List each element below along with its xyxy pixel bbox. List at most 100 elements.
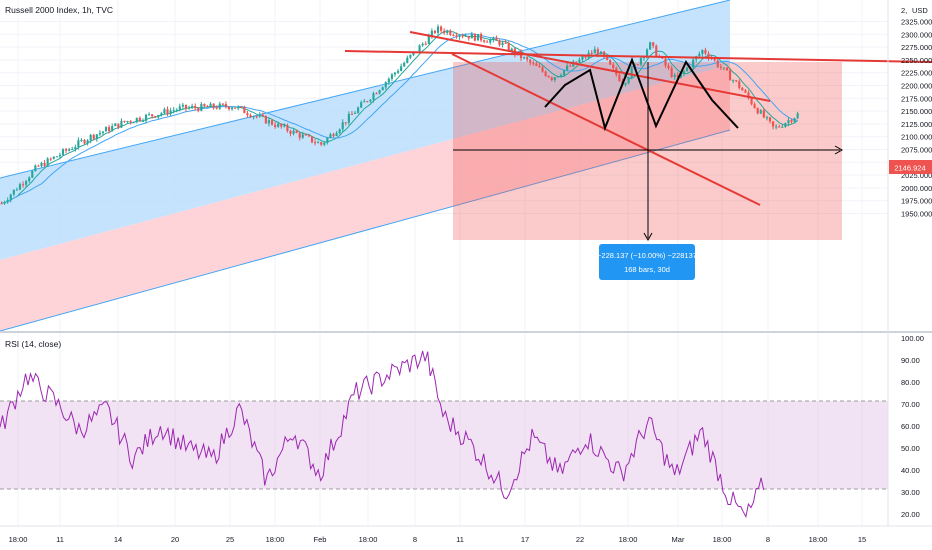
time-tick-label: 17 (521, 535, 529, 544)
candle-body (298, 132, 301, 138)
candle-body (117, 123, 120, 128)
candle-body (452, 34, 455, 36)
time-tick-label: 22 (576, 535, 584, 544)
candle-body (141, 120, 145, 122)
candle-body (49, 158, 52, 160)
candle-body (111, 126, 114, 132)
candle-body (353, 112, 357, 114)
candle-body (569, 65, 572, 67)
candle-body (264, 115, 267, 124)
candle-body (787, 120, 790, 124)
candle-body (326, 137, 329, 143)
candle-body (427, 35, 430, 44)
candle-body (578, 59, 581, 63)
candle-body (796, 113, 799, 119)
candle-body (280, 123, 283, 127)
candle-body (332, 134, 335, 136)
candle-body (335, 132, 338, 136)
channel-upper-edge (0, 0, 731, 179)
candle-body (707, 53, 710, 59)
candle-body (492, 37, 495, 40)
rsi-tick-label: 70.00 (901, 400, 920, 409)
price-tick-label: 2225.000 (901, 69, 932, 78)
candle-body (541, 67, 544, 72)
candle-body (771, 121, 775, 127)
candle-body (446, 30, 449, 34)
rsi-axis[interactable]: 100.00 90.00 80.00 70.00 60.00 50.00 40.00 30.0… (901, 334, 924, 519)
candle-body (163, 109, 166, 114)
candle-body (9, 194, 12, 201)
candle-body (544, 71, 547, 76)
candle-body (529, 59, 532, 63)
candle-body (52, 156, 55, 159)
candle-body (436, 26, 440, 33)
candle-body (486, 41, 489, 43)
candle-body (409, 54, 412, 58)
candle-body (191, 106, 194, 108)
candle-body (21, 184, 25, 186)
channel-lower-band (0, 65, 730, 331)
candle-body (366, 101, 369, 103)
descending-trend-line-upper[interactable] (409, 31, 771, 102)
candle-body (532, 62, 535, 64)
candle-body (258, 115, 261, 117)
candle-body (750, 98, 753, 105)
candle-body (58, 154, 62, 157)
candle-body (390, 74, 393, 79)
time-tick-label: 18:00 (266, 535, 285, 544)
candle-body (765, 117, 769, 119)
measure-label-line2: 168 bars, 30d (624, 265, 670, 274)
candle-body (166, 109, 169, 115)
candle-body (338, 129, 341, 133)
candle-body (221, 103, 224, 105)
candle-body (593, 49, 596, 54)
time-tick-label: Feb (314, 535, 327, 544)
time-axis[interactable]: 18:00 11 14 20 25 18:00 Feb 18:00 8 11 17 22 18:00 Ma… (9, 535, 867, 544)
candle-body (784, 123, 787, 127)
candle-body (741, 87, 744, 91)
candle-body (676, 74, 679, 78)
candle-body (722, 67, 725, 69)
candle-body (320, 142, 323, 145)
candle-body (289, 130, 292, 134)
candle-body (160, 113, 163, 115)
candle-body (363, 101, 366, 103)
candle-body (181, 104, 184, 107)
resistance-line[interactable] (344, 50, 932, 63)
candle-body (581, 56, 584, 60)
candle-body (126, 121, 129, 123)
candle-body (685, 67, 689, 72)
candle-body (535, 63, 538, 66)
candle-body (323, 142, 326, 145)
candle-body (80, 140, 83, 142)
rsi-pane[interactable] (0, 333, 888, 526)
candle-body (138, 117, 141, 121)
price-tick-label: 2175.000 (901, 94, 932, 103)
candle-body (645, 49, 649, 57)
candle-body (55, 156, 58, 158)
candle-body (556, 76, 559, 78)
candle-body (65, 149, 68, 151)
candle-body (317, 142, 320, 144)
candle-body (3, 201, 6, 204)
candle-body (61, 149, 65, 155)
candle-body (701, 49, 704, 54)
zigzag-pattern[interactable] (544, 57, 739, 132)
candle-body (151, 114, 154, 117)
candle-body (224, 104, 228, 107)
candle-body (526, 57, 529, 60)
candle-body (566, 65, 569, 71)
price-axis[interactable]: 2325.000 2300.000 2275.000 2250.000 2225.000… (901, 18, 932, 219)
descending-trend-line-lower[interactable] (451, 53, 761, 206)
candle-body (218, 103, 221, 109)
candle-body (590, 52, 593, 54)
candle-body (667, 65, 670, 68)
candle-body (71, 149, 74, 151)
price-tick-label: 2000.000 (901, 184, 932, 193)
candle-body (606, 56, 609, 60)
rsi-tick-label: 100.00 (901, 334, 924, 343)
candle-body (547, 75, 550, 78)
candle-body (267, 120, 271, 124)
candle-body (0, 203, 3, 205)
